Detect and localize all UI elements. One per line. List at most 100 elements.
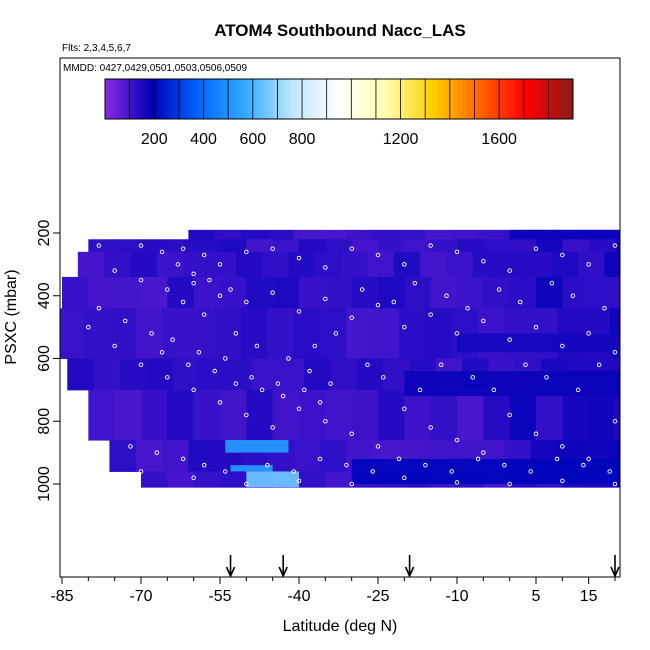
heat-cell xyxy=(246,239,274,253)
flight-arrow-head xyxy=(610,566,620,577)
sample-point xyxy=(402,475,407,480)
colorbar-tick-label: 600 xyxy=(239,131,266,148)
heat-cell xyxy=(351,239,379,253)
heat-cell xyxy=(167,471,195,488)
heat-cell xyxy=(536,276,563,309)
sample-point xyxy=(275,381,281,386)
sample-point xyxy=(634,457,638,461)
sample-point xyxy=(180,456,186,462)
x-tick-label: -55 xyxy=(208,588,231,605)
heat-cell xyxy=(483,389,511,441)
heat-cell xyxy=(93,358,121,391)
heat-cell xyxy=(478,229,505,240)
heat-cell xyxy=(615,276,620,309)
sample-point xyxy=(449,469,454,474)
sample-point xyxy=(312,343,318,349)
sample-point xyxy=(375,444,381,449)
heat-cell xyxy=(304,358,332,391)
sample-point xyxy=(481,258,486,264)
sample-point xyxy=(296,309,302,314)
heat-cell xyxy=(293,308,321,359)
heat-cell xyxy=(562,389,590,441)
sample-point xyxy=(207,277,212,283)
sample-point xyxy=(233,331,239,336)
x-tick-label: -10 xyxy=(445,588,468,605)
sample-point xyxy=(454,437,460,443)
heat-cell xyxy=(193,471,221,488)
heat-cell xyxy=(325,471,353,488)
heat-cell xyxy=(62,276,89,309)
heat-feature xyxy=(230,465,273,472)
heat-cell xyxy=(457,276,484,309)
heat-features xyxy=(225,229,620,488)
sample-point xyxy=(629,376,633,380)
y-tick-label: 800 xyxy=(36,408,53,435)
sample-point xyxy=(86,324,91,330)
heat-cell xyxy=(172,358,200,391)
sample-point xyxy=(296,255,302,261)
sample-point xyxy=(254,343,260,349)
heat-cell xyxy=(267,308,295,359)
heat-cell xyxy=(425,308,453,359)
sample-point xyxy=(138,243,144,248)
sample-point xyxy=(165,287,170,292)
sample-point xyxy=(428,312,433,317)
heat-cell xyxy=(356,358,384,391)
sample-point xyxy=(270,290,275,295)
heat-cell xyxy=(220,471,247,488)
sample-point xyxy=(596,362,602,368)
heat-cell xyxy=(647,359,650,391)
heat-feature xyxy=(457,333,620,353)
heat-cell xyxy=(341,251,368,278)
heat-cell xyxy=(88,276,116,309)
colorbar-rect xyxy=(104,78,574,120)
heat-cell xyxy=(209,251,237,278)
x-tick-label: -85 xyxy=(50,588,73,605)
colorbar-tick-label: 1200 xyxy=(383,131,419,148)
heat-cell xyxy=(141,276,168,309)
sample-point xyxy=(560,478,565,484)
sample-point xyxy=(138,469,144,474)
sample-point xyxy=(291,469,296,474)
sample-point xyxy=(191,387,196,393)
heat-cell xyxy=(188,308,216,359)
sample-point xyxy=(507,268,512,273)
heat-cell xyxy=(346,308,374,359)
heat-cell xyxy=(483,276,511,309)
heat-cell xyxy=(135,440,163,472)
heat-cell xyxy=(235,251,263,278)
sample-point xyxy=(423,462,428,468)
x-tick-label: 5 xyxy=(532,588,541,605)
heat-cell xyxy=(636,308,650,359)
heat-cell xyxy=(141,389,168,441)
sample-point xyxy=(402,406,407,411)
sample-point xyxy=(502,462,507,468)
sample-point xyxy=(244,481,249,487)
heat-feature xyxy=(351,458,620,484)
heat-cell xyxy=(104,251,131,278)
y-tick-label: 600 xyxy=(36,345,53,372)
sample-point xyxy=(359,287,365,292)
heat-cell xyxy=(346,229,374,240)
sample-point xyxy=(228,287,233,292)
sample-point xyxy=(180,299,186,305)
sample-point xyxy=(412,280,418,286)
sample-point xyxy=(96,243,102,248)
sample-point xyxy=(65,243,70,248)
sample-point xyxy=(270,246,275,251)
sample-point xyxy=(217,293,223,299)
heat-cell xyxy=(272,239,300,253)
sample-point xyxy=(333,331,339,336)
sample-point xyxy=(640,338,644,342)
heat-cell xyxy=(135,308,163,359)
sample-point xyxy=(249,375,254,380)
heat-cell xyxy=(536,239,563,253)
sample-point xyxy=(201,252,207,258)
heat-cell xyxy=(109,308,137,359)
heat-bands xyxy=(60,229,650,488)
sample-point xyxy=(112,343,117,349)
sample-point xyxy=(122,318,128,324)
sample-point xyxy=(296,406,302,411)
heat-cell xyxy=(393,251,421,278)
